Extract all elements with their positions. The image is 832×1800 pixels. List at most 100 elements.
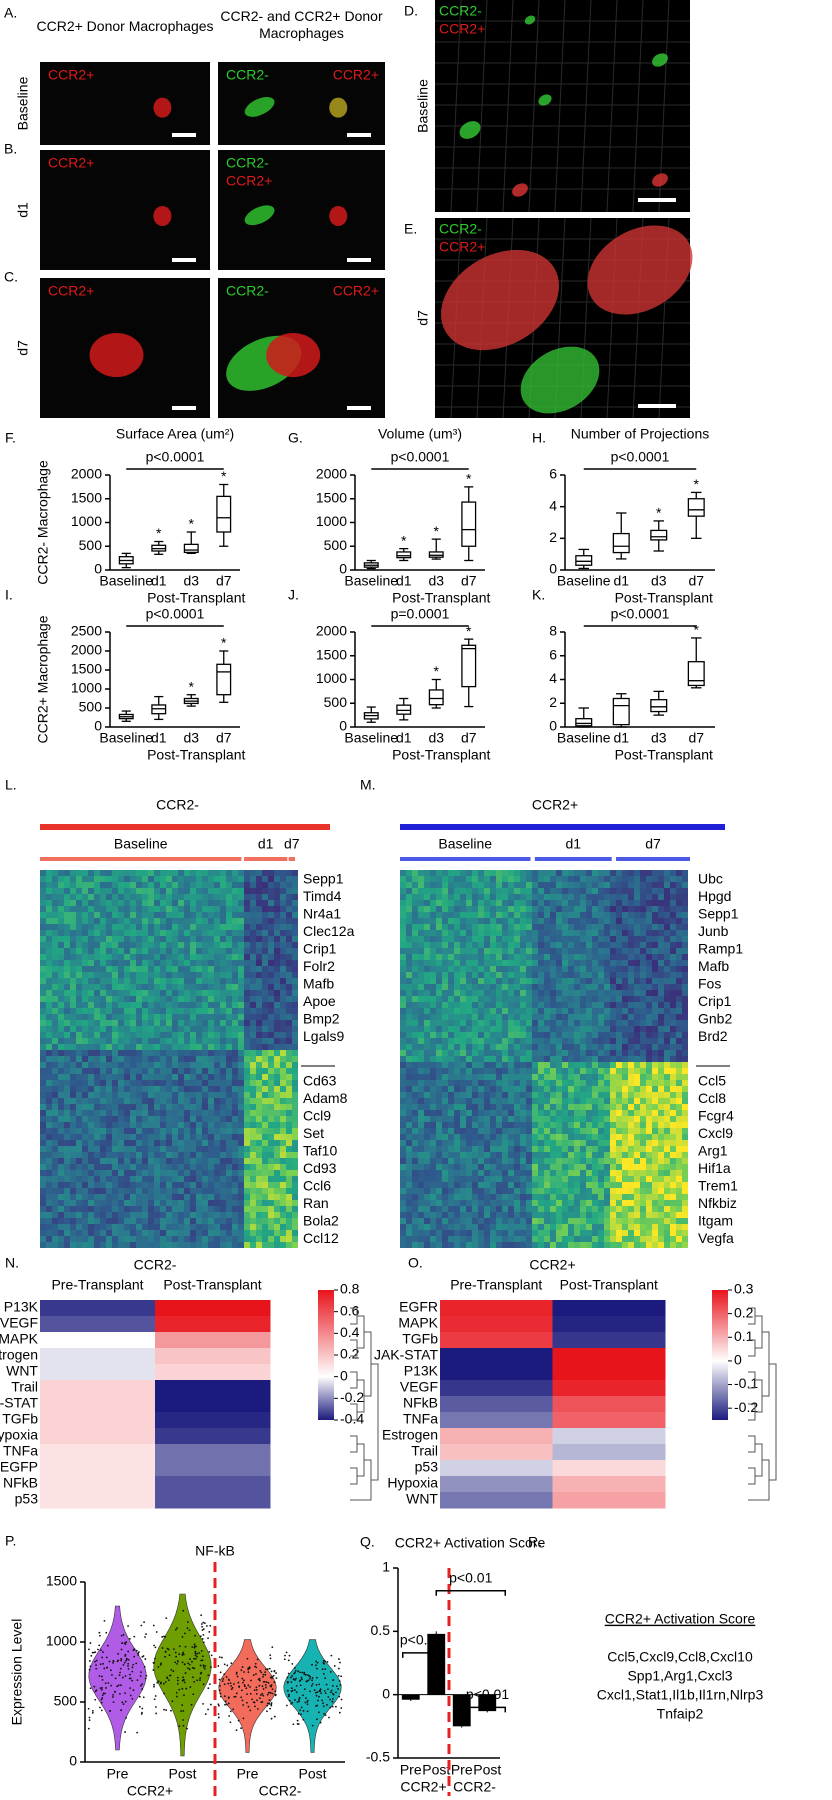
heat-texture (154, 1170, 160, 1176)
heat-texture (502, 882, 508, 888)
heat-texture (262, 900, 268, 906)
heat-cell (552, 1332, 666, 1349)
heat-texture (676, 882, 682, 888)
heat-texture (130, 1050, 136, 1056)
heat-texture (76, 1116, 82, 1122)
heat-texture (196, 1038, 202, 1044)
heat-texture (448, 906, 454, 912)
heat-texture (142, 1002, 148, 1008)
heat-texture (214, 1134, 220, 1140)
heat-texture (184, 1080, 190, 1086)
heat-texture (94, 948, 100, 954)
heat-texture (76, 1122, 82, 1128)
heat-texture (178, 942, 184, 948)
heat-texture (292, 996, 298, 1002)
heat-texture (508, 900, 514, 906)
bar (452, 1694, 471, 1727)
heat-texture (184, 1116, 190, 1122)
heat-texture (550, 912, 556, 918)
heat-texture (574, 978, 580, 984)
heat-texture (76, 1110, 82, 1116)
heat-texture (190, 1032, 196, 1038)
jitter-dot (127, 1658, 130, 1661)
heat-texture (52, 1062, 58, 1068)
y-tick-label: 1000 (316, 513, 347, 529)
row-label: Trail (411, 1443, 438, 1459)
heat-texture (70, 1170, 76, 1176)
heat-texture (646, 912, 652, 918)
heat-texture (106, 1026, 112, 1032)
heat-texture (52, 1014, 58, 1020)
heat-texture (484, 984, 490, 990)
heat-texture (208, 1182, 214, 1188)
jitter-dot (252, 1674, 255, 1676)
heat-texture (196, 960, 202, 966)
heat-texture (550, 990, 556, 996)
heat-texture (202, 882, 208, 888)
cell-red (153, 206, 172, 226)
heat-texture (484, 888, 490, 894)
heat-texture (514, 948, 520, 954)
heat-texture (268, 1236, 274, 1242)
jitter-dot (270, 1684, 273, 1686)
jitter-dot (331, 1684, 334, 1687)
heat-texture (292, 1170, 298, 1176)
heat-texture (226, 1176, 232, 1182)
jitter-dot (176, 1679, 179, 1682)
x-tick-label: Baseline (99, 573, 153, 589)
significance-star: * (694, 622, 700, 638)
jitter-dot (264, 1671, 267, 1674)
heat-texture (196, 996, 202, 1002)
heat-texture (244, 984, 250, 990)
heat-texture (676, 894, 682, 900)
heat-texture (484, 978, 490, 984)
heat-texture (46, 930, 52, 936)
heat-texture (94, 876, 100, 882)
heat-texture (166, 1188, 172, 1194)
heat-texture (256, 876, 262, 882)
jitter-dot (284, 1654, 286, 1657)
heat-texture (64, 888, 70, 894)
heat-texture (148, 1146, 154, 1152)
heat-texture (286, 936, 292, 942)
row-label: p53 (415, 1459, 439, 1475)
heat-texture (232, 1140, 238, 1146)
heat-texture (460, 900, 466, 906)
heat-texture (94, 1158, 100, 1164)
jitter-dot (189, 1658, 191, 1661)
heat-texture (184, 1086, 190, 1092)
heat-texture (418, 900, 424, 906)
heat-texture (172, 1020, 178, 1026)
heat-texture (652, 978, 658, 984)
heat-texture (172, 1128, 178, 1134)
heat-texture (148, 876, 154, 882)
heat-texture (40, 1014, 46, 1020)
heat-texture (148, 906, 154, 912)
heat-texture (292, 1110, 298, 1116)
heat-texture (160, 1164, 166, 1170)
heat-texture (484, 930, 490, 936)
heat-texture (682, 894, 688, 900)
heat-texture (550, 942, 556, 948)
heat-texture (82, 948, 88, 954)
jitter-dot (329, 1671, 332, 1673)
heat-texture (214, 1206, 220, 1212)
heat-texture (286, 924, 292, 930)
heat-texture (406, 966, 412, 972)
heat-cell (155, 1444, 271, 1461)
heat-texture (100, 1056, 106, 1062)
heat-texture (622, 876, 628, 882)
heat-texture (58, 1224, 64, 1230)
heat-texture (142, 1038, 148, 1044)
heat-texture (454, 894, 460, 900)
heat-texture (580, 918, 586, 924)
heat-texture (286, 960, 292, 966)
heat-texture (460, 966, 466, 972)
heat-texture (112, 924, 118, 930)
heat-texture (634, 954, 640, 960)
heat-texture (262, 1104, 268, 1110)
jitter-dot (194, 1654, 197, 1657)
heat-texture (658, 900, 664, 906)
heat-texture (154, 1242, 160, 1248)
heat-texture (286, 1020, 292, 1026)
